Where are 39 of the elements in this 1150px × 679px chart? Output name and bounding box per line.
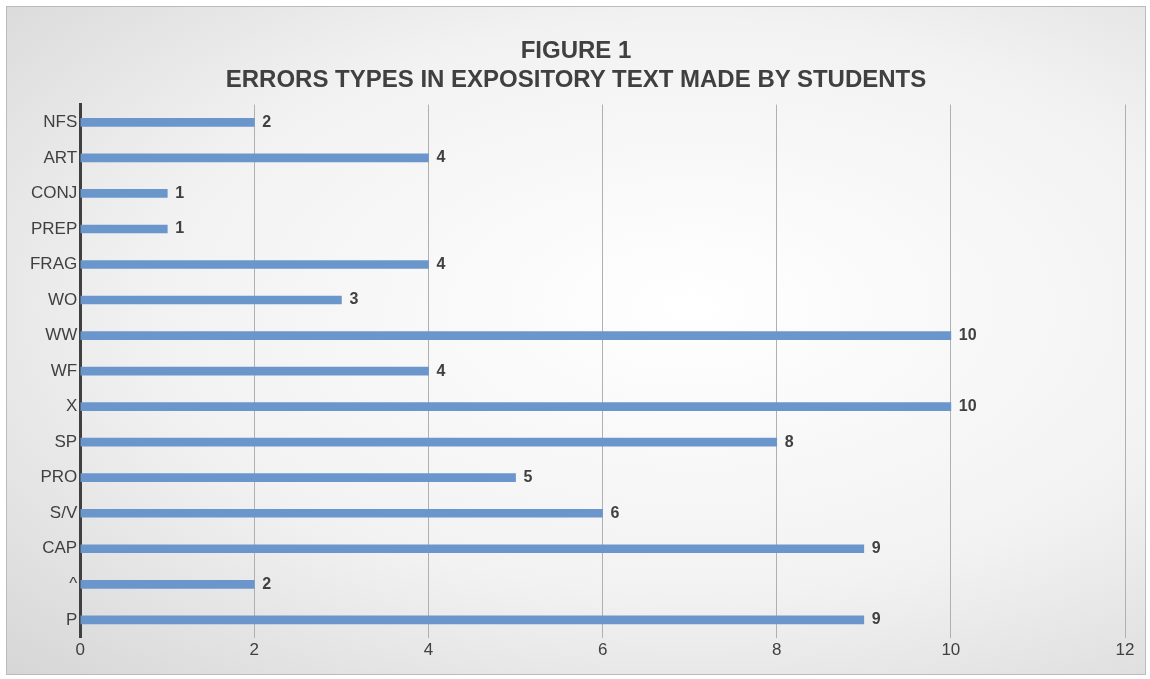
y-tick-label: S/V	[49, 502, 78, 522]
y-tick-label: PREP	[30, 218, 78, 238]
y-tick-label: X	[65, 396, 78, 416]
data-label: 4	[436, 254, 446, 272]
y-tick-label: ART	[43, 147, 78, 167]
data-label: 4	[436, 361, 446, 379]
data-label: 6	[610, 503, 620, 521]
y-tick-label: NFS	[43, 112, 78, 132]
data-label: 1	[175, 183, 185, 201]
y-tick-label: WO	[47, 289, 78, 309]
y-tick-label: PRO	[40, 467, 78, 487]
y-tick-label: WF	[50, 360, 78, 380]
y-tick-label: WW	[45, 325, 78, 345]
x-tick-label: 8	[772, 640, 782, 660]
chart-title: FIGURE 1	[520, 36, 632, 64]
data-label: 4	[436, 148, 446, 166]
data-label: 5	[523, 468, 533, 486]
y-tick-label: ^	[69, 573, 78, 593]
y-tick-label: SP	[54, 431, 78, 451]
data-label: 9	[871, 610, 881, 628]
data-label: 8	[784, 432, 794, 450]
data-label: 1	[175, 219, 185, 237]
y-tick-label: CAP	[42, 538, 78, 558]
x-tick-label: 4	[423, 640, 434, 660]
chart-subtitle: ERRORS TYPES IN EXPOSITORY TEXT MADE BY STUDENTS	[225, 64, 927, 92]
x-tick-label: 2	[249, 640, 260, 660]
data-label: 10	[958, 325, 977, 343]
data-label: 3	[349, 290, 359, 308]
x-tick-label: 10	[941, 640, 961, 660]
data-label: 2	[262, 112, 272, 130]
y-tick-label: FRAG	[29, 254, 78, 274]
y-tick-label: CONJ	[30, 183, 78, 203]
x-tick-label: 6	[597, 640, 608, 660]
y-tick-label: P	[65, 609, 78, 629]
x-tick-label: 12	[1115, 640, 1135, 660]
data-label: 9	[871, 539, 881, 557]
data-label: 10	[958, 397, 977, 415]
data-label: 2	[262, 574, 272, 592]
x-tick-label: 0	[75, 640, 85, 660]
